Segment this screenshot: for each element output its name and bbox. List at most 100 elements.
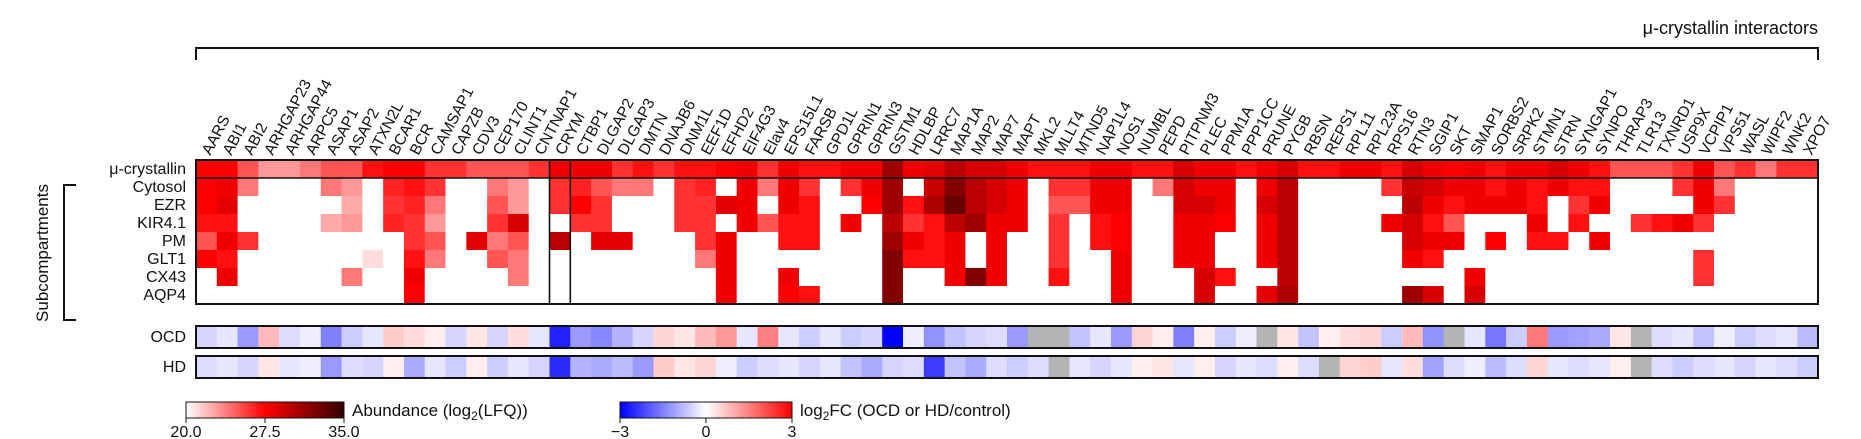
abundance-cell [258,214,280,233]
abundance-cell [695,214,717,233]
fc-cell [570,326,592,348]
fc-cell [299,326,322,348]
abundance-cell [1007,250,1029,269]
fc-cell [1797,326,1819,348]
fc-cell [819,326,842,348]
fc-cell [1464,356,1486,378]
fc-cell [611,356,634,378]
fc-cell [799,356,821,378]
abundance-cell [1048,268,1070,287]
abundance-cell [1526,178,1549,197]
abundance-cell [591,214,613,233]
abundance-cell [986,196,1008,215]
abundance-cell [1131,160,1154,179]
abundance-cell [1256,232,1278,251]
abundance-cell [570,250,592,269]
abundance-cell [570,214,592,233]
fc-cell [507,356,530,378]
abundance-cell [1277,268,1299,287]
fc-cell [674,356,696,378]
abundance-cell [903,160,925,179]
abundance-cell [341,250,363,269]
abundance-cell [944,268,967,287]
abundance-cell [1589,268,1611,287]
abundance-cell [1048,196,1070,215]
abundance-cell [403,178,426,197]
fc-cell [424,326,447,348]
fc-cell [1090,356,1112,378]
abundance-cell [903,178,925,197]
abundance-cell [944,178,967,197]
abundance-cell [736,250,759,269]
abundance-cell [1131,286,1154,305]
fc-cell [445,356,467,378]
abundance-cell [1547,178,1570,197]
abundance-cell [757,232,779,251]
abundance-cell [1381,214,1403,233]
abundance-cell [591,232,613,251]
abundance-cell [1318,178,1341,197]
fc-cell [611,326,634,348]
abundance-cell [1672,268,1694,287]
fc-cell [1318,326,1341,348]
abundance-cell [591,250,613,269]
abundance-cell [1464,250,1486,269]
fc-cell [507,326,530,348]
abundance-cell [653,286,675,305]
colorbar-tick-label: 3 [788,424,797,439]
abundance-cell [1693,160,1715,179]
abundance-colorbar-bar [185,401,345,419]
abundance-cell [819,286,842,305]
abundance-cell [1589,178,1611,197]
abundance-cell [1214,286,1237,305]
abundance-cell [320,178,343,197]
fc-cell [1485,326,1507,348]
abundance-cell [1630,250,1653,269]
abundance-cell [1090,250,1112,269]
abundance-cell [819,250,842,269]
abundance-cell [403,286,426,305]
abundance-cell [403,160,426,179]
abundance-cell [466,160,488,179]
abundance-cell [466,286,488,305]
abundance-cell [445,250,467,269]
fc-cell [445,326,467,348]
abundance-cell [549,250,571,269]
abundance-cell [1693,286,1715,305]
abundance-cell [362,214,384,233]
fc-cell [1422,356,1445,378]
abundance-cell [1110,160,1133,179]
abundance-cell [1007,196,1029,215]
abundance-cell [1610,196,1632,215]
abundance-cell [237,214,259,233]
abundance-cell [1048,232,1070,251]
abundance-cell [1734,196,1757,215]
abundance-cell [632,178,655,197]
fc-cell [1714,356,1736,378]
abundance-cell [1298,214,1320,233]
fc-cell [1422,326,1445,348]
abundance-cell [1693,214,1715,233]
abundance-cell [445,196,467,215]
abundance-cell [1443,250,1466,269]
abundance-cell [778,196,800,215]
abundance-cell [279,250,301,269]
abundance-cell [216,178,239,197]
abundance-cell [1214,196,1237,215]
fc-cell [736,356,759,378]
abundance-cell [1110,178,1133,197]
abundance-cell [549,232,571,251]
abundance-cell [1651,268,1674,287]
abundance-cell [923,160,946,179]
abundance-cell [923,232,946,251]
abundance-cell [715,196,738,215]
abundance-cell [299,214,322,233]
abundance-cell [757,250,779,269]
fc-cell [1131,326,1154,348]
fc-cell [1568,356,1590,378]
abundance-cell [258,232,280,251]
fc-cell [778,356,800,378]
abundance-cell [1464,196,1486,215]
abundance-cell [1048,214,1070,233]
abundance-cell [528,178,551,197]
